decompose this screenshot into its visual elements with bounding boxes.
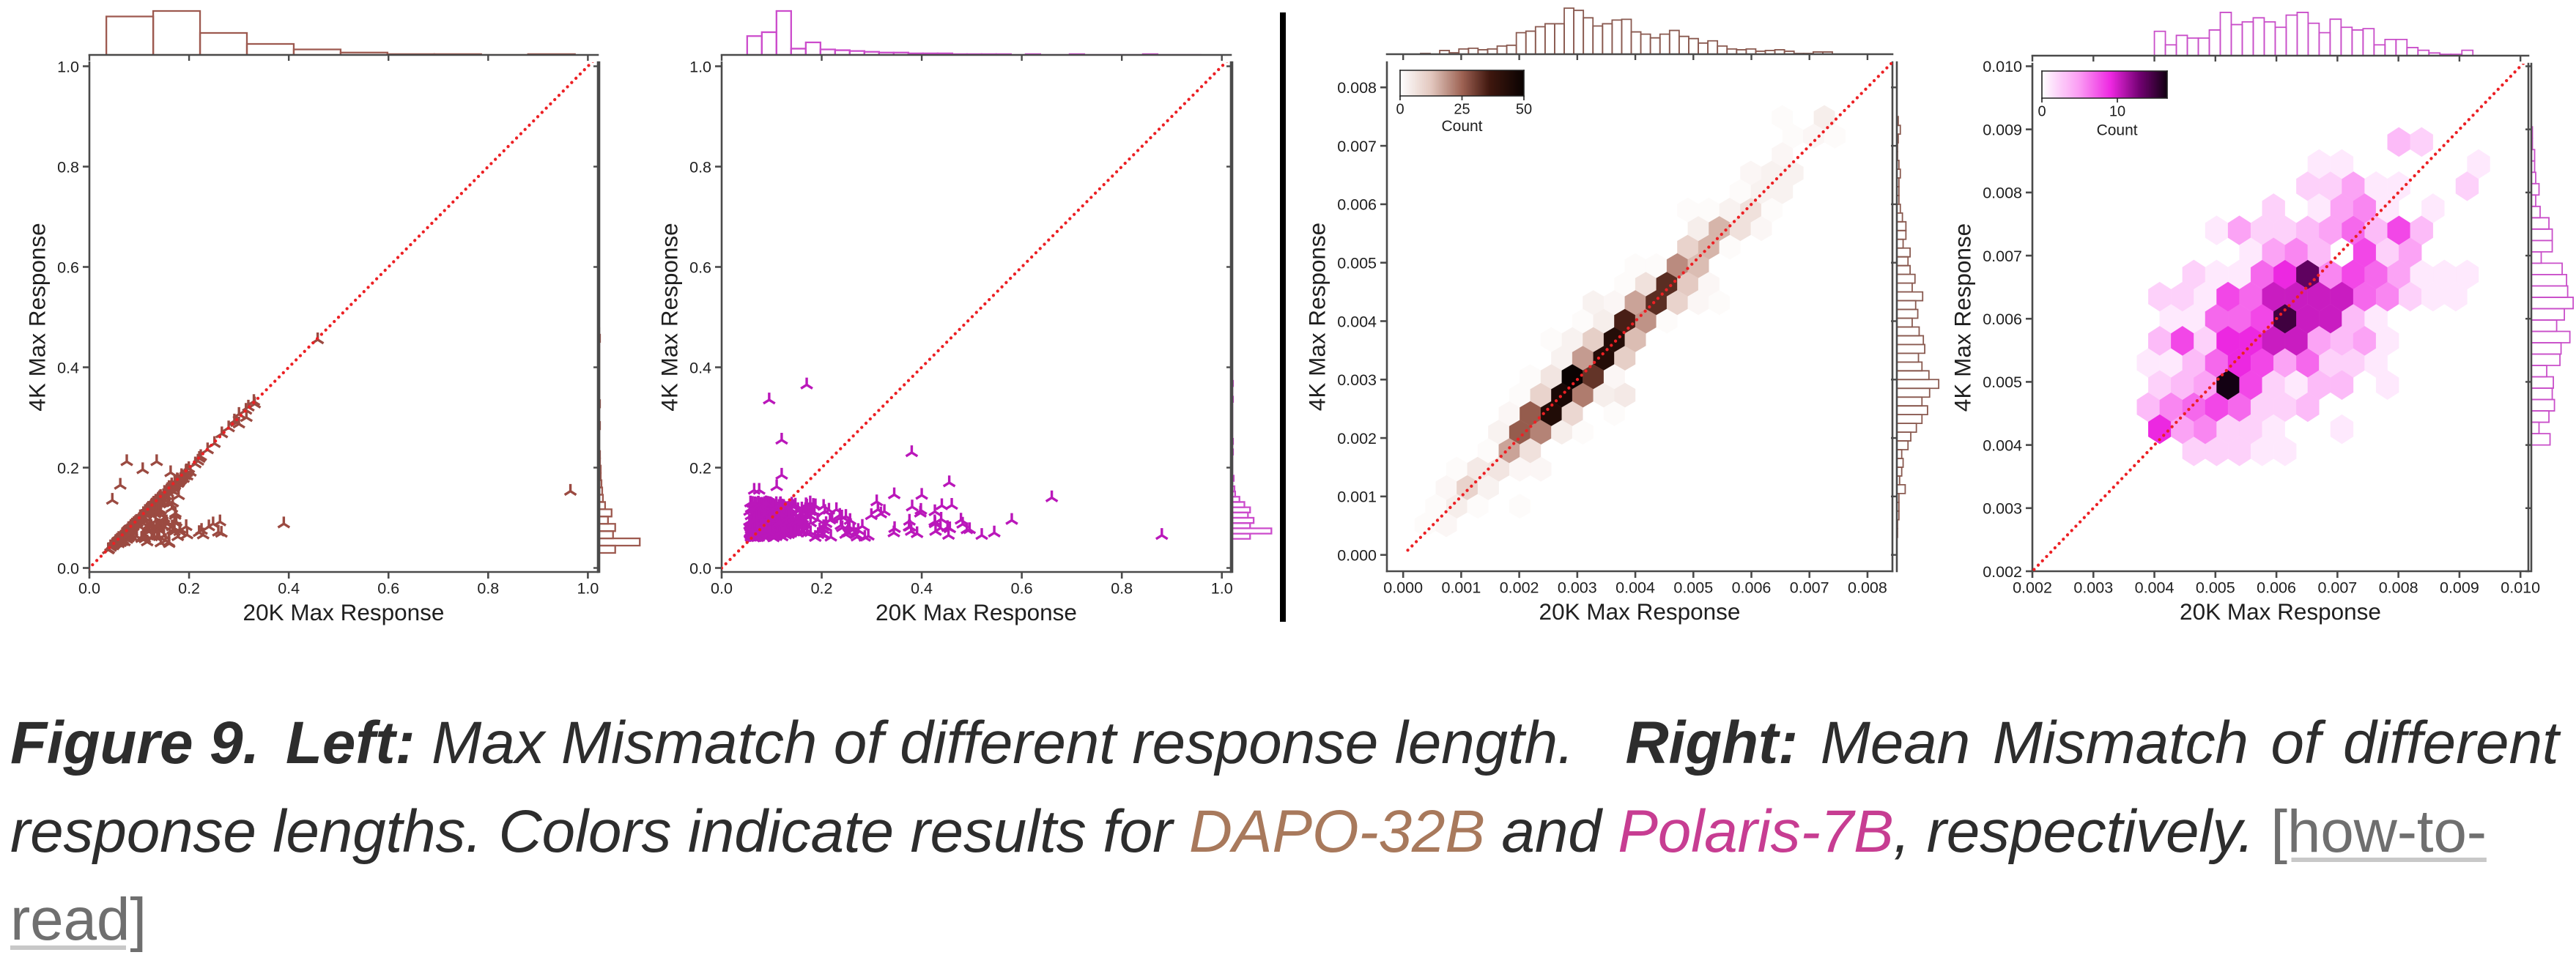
svg-text:0.2: 0.2 [57,459,79,477]
svg-text:0.006: 0.006 [1983,311,2022,328]
svg-text:0.003: 0.003 [1558,579,1597,597]
svg-text:0.003: 0.003 [1337,371,1377,389]
svg-text:0.0: 0.0 [78,580,100,598]
svg-text:0.005: 0.005 [1673,579,1713,597]
svg-text:0.0: 0.0 [57,560,79,577]
svg-text:0.4: 0.4 [57,359,79,376]
svg-text:0: 0 [1396,101,1404,117]
svg-text:0.008: 0.008 [1983,185,2022,202]
svg-text:0.000: 0.000 [1383,579,1423,597]
svg-text:0.003: 0.003 [1983,500,2022,518]
svg-text:0.005: 0.005 [2196,579,2235,597]
svg-text:0.002: 0.002 [1500,579,1539,597]
svg-text:0.001: 0.001 [1441,579,1481,597]
svg-text:0: 0 [2038,103,2046,119]
svg-text:1.0: 1.0 [1211,580,1233,598]
svg-text:20K Max Response: 20K Max Response [2180,598,2381,625]
svg-text:0.6: 0.6 [689,259,711,276]
svg-text:0.009: 0.009 [2440,579,2479,597]
svg-text:0.0: 0.0 [689,560,711,577]
svg-text:0.6: 0.6 [1011,580,1033,598]
svg-text:20K Max Response: 20K Max Response [876,599,1077,625]
svg-text:25: 25 [1454,101,1470,117]
svg-text:0.6: 0.6 [377,580,399,598]
svg-text:0.005: 0.005 [1337,254,1377,272]
svg-text:0.004: 0.004 [1983,436,2022,454]
svg-text:10: 10 [2109,103,2125,119]
svg-text:0.006: 0.006 [1732,579,1772,597]
svg-text:0.8: 0.8 [477,580,499,598]
svg-text:1.0: 1.0 [577,580,599,598]
svg-text:4K Max Response: 4K Max Response [656,223,683,411]
svg-text:0.002: 0.002 [2013,579,2052,597]
svg-text:4K Max Response: 4K Max Response [1304,223,1330,411]
svg-text:0.2: 0.2 [689,459,711,477]
svg-text:0.010: 0.010 [1983,58,2022,75]
svg-text:0.007: 0.007 [1790,579,1829,597]
svg-text:0.6: 0.6 [57,259,79,276]
svg-text:0.8: 0.8 [689,158,711,176]
svg-text:0.007: 0.007 [1337,138,1377,155]
svg-text:0.002: 0.002 [1983,563,2022,581]
svg-text:0.006: 0.006 [1337,196,1377,214]
svg-text:0.008: 0.008 [1848,579,1887,597]
svg-text:0.004: 0.004 [1615,579,1655,597]
svg-text:0.008: 0.008 [2379,579,2418,597]
svg-text:0.004: 0.004 [1337,313,1377,330]
svg-text:0.000: 0.000 [1337,546,1377,564]
svg-text:0.001: 0.001 [1337,488,1377,506]
svg-text:20K Max Response: 20K Max Response [1539,598,1741,625]
svg-text:0.2: 0.2 [178,580,200,598]
svg-text:0.4: 0.4 [689,359,711,376]
svg-text:0.007: 0.007 [1983,248,2022,265]
svg-text:0.009: 0.009 [1983,121,2022,138]
svg-text:0.008: 0.008 [1337,79,1377,97]
svg-text:0.010: 0.010 [2501,579,2540,597]
svg-text:0.006: 0.006 [2257,579,2296,597]
svg-text:0.8: 0.8 [1111,580,1133,598]
svg-text:0.002: 0.002 [1337,430,1377,447]
svg-text:0.004: 0.004 [2135,579,2175,597]
svg-text:0.8: 0.8 [57,158,79,176]
svg-text:0.0: 0.0 [711,580,733,598]
svg-text:4K Max Response: 4K Max Response [24,223,51,411]
svg-text:Count: Count [2097,122,2138,138]
svg-text:1.0: 1.0 [689,58,711,75]
svg-text:1.0: 1.0 [57,58,79,75]
svg-text:Count: Count [1441,118,1482,135]
svg-text:20K Max Response: 20K Max Response [243,599,445,625]
svg-text:0.007: 0.007 [2317,579,2357,597]
svg-text:0.4: 0.4 [278,580,300,598]
svg-text:0.2: 0.2 [811,580,833,598]
svg-text:50: 50 [1516,101,1532,117]
svg-text:0.003: 0.003 [2073,579,2113,597]
svg-text:0.4: 0.4 [911,580,933,598]
svg-text:4K Max Response: 4K Max Response [1950,223,1976,412]
svg-text:0.005: 0.005 [1983,374,2022,391]
